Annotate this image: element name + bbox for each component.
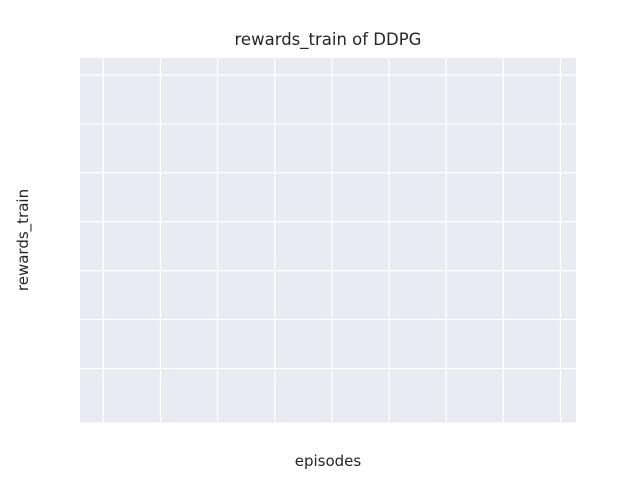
gridlines (80, 58, 576, 423)
y-axis-label: rewards_train (14, 189, 33, 291)
plot-area (80, 58, 576, 423)
x-axis-label: episodes (295, 452, 362, 470)
chart-title: rewards_train of DDPG (235, 30, 422, 50)
